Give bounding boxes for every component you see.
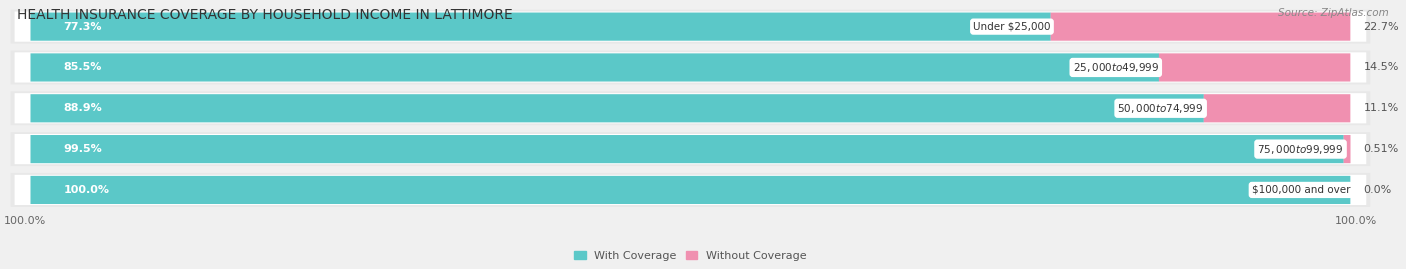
Text: 88.9%: 88.9% xyxy=(63,103,103,113)
Text: 100.0%: 100.0% xyxy=(4,216,46,226)
Text: 85.5%: 85.5% xyxy=(63,62,101,72)
Text: $50,000 to $74,999: $50,000 to $74,999 xyxy=(1118,102,1204,115)
Text: 77.3%: 77.3% xyxy=(63,22,103,32)
Text: 22.7%: 22.7% xyxy=(1364,22,1399,32)
Text: Source: ZipAtlas.com: Source: ZipAtlas.com xyxy=(1278,8,1389,18)
Text: 14.5%: 14.5% xyxy=(1364,62,1399,72)
Text: Under $25,000: Under $25,000 xyxy=(973,22,1050,32)
Text: $25,000 to $49,999: $25,000 to $49,999 xyxy=(1073,61,1159,74)
FancyBboxPatch shape xyxy=(11,10,1371,44)
FancyBboxPatch shape xyxy=(31,13,1050,41)
FancyBboxPatch shape xyxy=(31,135,1344,163)
Text: 0.0%: 0.0% xyxy=(1364,185,1392,195)
Text: 99.5%: 99.5% xyxy=(63,144,103,154)
FancyBboxPatch shape xyxy=(14,12,1367,42)
FancyBboxPatch shape xyxy=(1159,53,1350,82)
FancyBboxPatch shape xyxy=(14,93,1367,123)
Text: $75,000 to $99,999: $75,000 to $99,999 xyxy=(1257,143,1344,155)
Text: 0.51%: 0.51% xyxy=(1364,144,1399,154)
Text: 100.0%: 100.0% xyxy=(1334,216,1376,226)
Text: 11.1%: 11.1% xyxy=(1364,103,1399,113)
FancyBboxPatch shape xyxy=(11,51,1371,84)
FancyBboxPatch shape xyxy=(14,134,1367,164)
FancyBboxPatch shape xyxy=(31,53,1159,82)
FancyBboxPatch shape xyxy=(1204,94,1350,122)
FancyBboxPatch shape xyxy=(11,173,1371,207)
FancyBboxPatch shape xyxy=(31,94,1204,122)
FancyBboxPatch shape xyxy=(1050,13,1350,41)
Text: $100,000 and over: $100,000 and over xyxy=(1251,185,1350,195)
Text: HEALTH INSURANCE COVERAGE BY HOUSEHOLD INCOME IN LATTIMORE: HEALTH INSURANCE COVERAGE BY HOUSEHOLD I… xyxy=(17,8,513,22)
FancyBboxPatch shape xyxy=(11,132,1371,166)
FancyBboxPatch shape xyxy=(14,52,1367,83)
Text: 100.0%: 100.0% xyxy=(63,185,110,195)
Legend: With Coverage, Without Coverage: With Coverage, Without Coverage xyxy=(569,246,811,265)
FancyBboxPatch shape xyxy=(14,175,1367,205)
FancyBboxPatch shape xyxy=(31,176,1350,204)
FancyBboxPatch shape xyxy=(1344,135,1351,163)
FancyBboxPatch shape xyxy=(11,91,1371,125)
